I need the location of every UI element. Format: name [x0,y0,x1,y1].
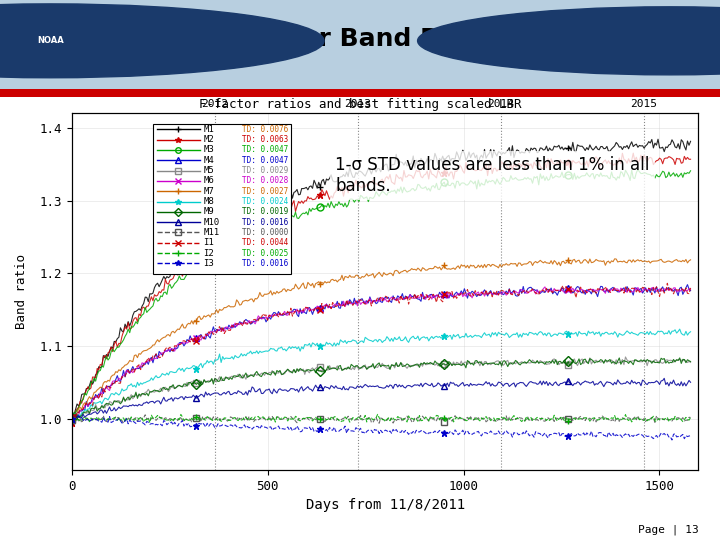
Text: M4: M4 [204,156,215,165]
Text: M7: M7 [204,187,215,195]
Text: TD: 0.0076: TD: 0.0076 [242,125,288,134]
Y-axis label: Band ratio: Band ratio [15,254,28,329]
Text: TD: 0.0047: TD: 0.0047 [242,145,288,154]
Text: M1: M1 [204,125,215,134]
Text: TD: 0.0028: TD: 0.0028 [242,177,288,185]
Text: TD: 0.0047: TD: 0.0047 [242,156,288,165]
FancyBboxPatch shape [153,124,291,274]
Text: M2: M2 [204,135,215,144]
Circle shape [418,7,720,75]
Text: NOAA: NOAA [37,36,64,45]
Text: F-factor ratios and best fitting scaled LBR: F-factor ratios and best fitting scaled … [199,98,521,111]
Bar [0,90,720,97]
Text: I1: I1 [204,238,215,247]
Text: TD: 0.0016: TD: 0.0016 [242,259,288,268]
Text: M3: M3 [204,145,215,154]
Text: TD: 0.0063: TD: 0.0063 [242,135,288,144]
Text: TD: 0.0027: TD: 0.0027 [242,187,288,195]
Text: M8: M8 [204,197,215,206]
Text: I2: I2 [204,248,215,258]
Text: TD: 0.0029: TD: 0.0029 [242,166,288,175]
Text: M9: M9 [204,207,215,217]
Text: M5: M5 [204,166,215,175]
X-axis label: Days from 11/8/2011: Days from 11/8/2011 [305,498,465,512]
Text: TD: 0.0044: TD: 0.0044 [242,238,288,247]
Text: 1-σ STD values are less than 1% in all
bands.: 1-σ STD values are less than 1% in all b… [335,156,649,195]
Circle shape [0,4,324,78]
Text: TD: 0.0016: TD: 0.0016 [242,218,288,227]
Text: Page | 13: Page | 13 [638,524,698,535]
Text: SD and Lunar Band Ratio (LBR): SD and Lunar Band Ratio (LBR) [140,27,580,51]
Text: M6: M6 [204,177,215,185]
Text: TD: 0.0024: TD: 0.0024 [242,197,288,206]
Text: M11: M11 [204,228,220,237]
Text: M10: M10 [204,218,220,227]
Text: I3: I3 [204,259,215,268]
Text: TD: 0.0019: TD: 0.0019 [242,207,288,217]
Text: TD: 0.0000: TD: 0.0000 [242,228,288,237]
Text: TD: 0.0025: TD: 0.0025 [242,248,288,258]
